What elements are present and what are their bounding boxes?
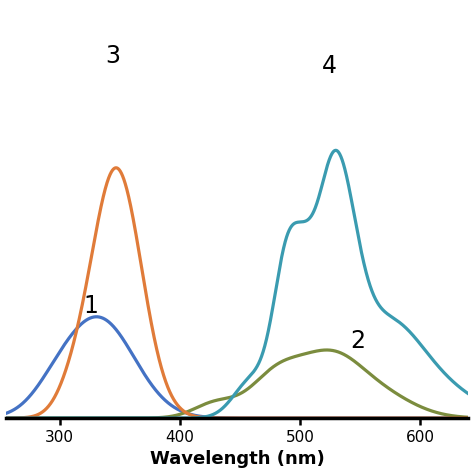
X-axis label: Wavelength (nm): Wavelength (nm): [150, 450, 324, 468]
Text: 1: 1: [84, 294, 99, 318]
Text: 3: 3: [105, 44, 120, 68]
Text: 2: 2: [351, 329, 365, 353]
Text: 4: 4: [322, 54, 337, 78]
